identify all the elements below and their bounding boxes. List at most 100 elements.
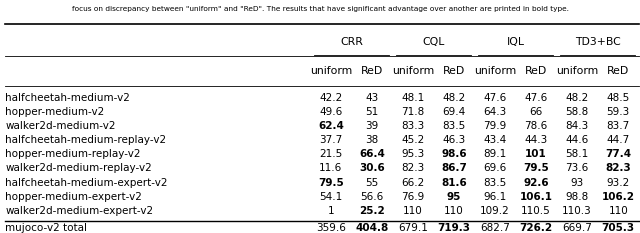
Text: CQL: CQL bbox=[422, 37, 445, 47]
Text: 54.1: 54.1 bbox=[319, 192, 342, 202]
Text: CRR: CRR bbox=[340, 37, 363, 47]
Text: halfcheetah-medium-v2: halfcheetah-medium-v2 bbox=[5, 93, 130, 103]
Text: 44.7: 44.7 bbox=[607, 135, 630, 145]
Text: uniform: uniform bbox=[556, 66, 598, 76]
Text: 58.8: 58.8 bbox=[566, 107, 589, 117]
Text: 84.3: 84.3 bbox=[566, 121, 589, 131]
Text: 110: 110 bbox=[609, 206, 628, 216]
Text: uniform: uniform bbox=[392, 66, 434, 76]
Text: 73.6: 73.6 bbox=[566, 164, 589, 174]
Text: ReD: ReD bbox=[525, 66, 547, 76]
Text: 66: 66 bbox=[529, 107, 543, 117]
Text: walker2d-medium-replay-v2: walker2d-medium-replay-v2 bbox=[5, 164, 152, 174]
Text: walker2d-medium-expert-v2: walker2d-medium-expert-v2 bbox=[5, 206, 153, 216]
Text: 1: 1 bbox=[328, 206, 334, 216]
Text: 404.8: 404.8 bbox=[355, 223, 388, 233]
Text: 106.1: 106.1 bbox=[520, 192, 552, 202]
Text: 47.6: 47.6 bbox=[483, 93, 507, 103]
Text: 86.7: 86.7 bbox=[441, 164, 467, 174]
Text: 726.2: 726.2 bbox=[520, 223, 553, 233]
Text: 43.4: 43.4 bbox=[483, 135, 507, 145]
Text: 110.3: 110.3 bbox=[563, 206, 592, 216]
Text: walker2d-medium-v2: walker2d-medium-v2 bbox=[5, 121, 116, 131]
Text: focus on discrepancy between "uniform" and "ReD". The results that have signific: focus on discrepancy between "uniform" a… bbox=[72, 6, 568, 12]
Text: 71.8: 71.8 bbox=[401, 107, 424, 117]
Text: 110: 110 bbox=[444, 206, 464, 216]
Text: 44.3: 44.3 bbox=[525, 135, 548, 145]
Text: uniform: uniform bbox=[474, 66, 516, 76]
Text: 66.2: 66.2 bbox=[401, 178, 424, 188]
Text: 58.1: 58.1 bbox=[566, 149, 589, 159]
Text: 79.9: 79.9 bbox=[483, 121, 507, 131]
Text: 76.9: 76.9 bbox=[401, 192, 424, 202]
Text: 66.4: 66.4 bbox=[359, 149, 385, 159]
Text: 64.3: 64.3 bbox=[483, 107, 507, 117]
Text: ReD: ReD bbox=[443, 66, 465, 76]
Text: 109.2: 109.2 bbox=[480, 206, 510, 216]
Text: 83.5: 83.5 bbox=[442, 121, 466, 131]
Text: 98.8: 98.8 bbox=[566, 192, 589, 202]
Text: 81.6: 81.6 bbox=[441, 178, 467, 188]
Text: 39: 39 bbox=[365, 121, 379, 131]
Text: 49.6: 49.6 bbox=[319, 107, 342, 117]
Text: 78.6: 78.6 bbox=[525, 121, 548, 131]
Text: 93: 93 bbox=[570, 178, 584, 188]
Text: 359.6: 359.6 bbox=[316, 223, 346, 233]
Text: 101: 101 bbox=[525, 149, 547, 159]
Text: 110: 110 bbox=[403, 206, 423, 216]
Text: 62.4: 62.4 bbox=[318, 121, 344, 131]
Text: 48.2: 48.2 bbox=[566, 93, 589, 103]
Text: IQL: IQL bbox=[507, 37, 525, 47]
Text: 96.1: 96.1 bbox=[483, 192, 507, 202]
Text: 48.2: 48.2 bbox=[442, 93, 466, 103]
Text: hopper-medium-replay-v2: hopper-medium-replay-v2 bbox=[5, 149, 141, 159]
Text: 25.2: 25.2 bbox=[359, 206, 385, 216]
Text: hopper-medium-expert-v2: hopper-medium-expert-v2 bbox=[5, 192, 142, 202]
Text: halfcheetah-medium-expert-v2: halfcheetah-medium-expert-v2 bbox=[5, 178, 168, 188]
Text: mujoco-v2 total: mujoco-v2 total bbox=[5, 223, 87, 233]
Text: 38: 38 bbox=[365, 135, 379, 145]
Text: 719.3: 719.3 bbox=[438, 223, 470, 233]
Text: 21.5: 21.5 bbox=[319, 149, 342, 159]
Text: 42.2: 42.2 bbox=[319, 93, 342, 103]
Text: TD3+BC: TD3+BC bbox=[575, 37, 621, 47]
Text: 69.4: 69.4 bbox=[442, 107, 466, 117]
Text: 48.1: 48.1 bbox=[401, 93, 424, 103]
Text: 51: 51 bbox=[365, 107, 379, 117]
Text: ReD: ReD bbox=[607, 66, 629, 76]
Text: 37.7: 37.7 bbox=[319, 135, 342, 145]
Text: 705.3: 705.3 bbox=[602, 223, 635, 233]
Text: 79.5: 79.5 bbox=[524, 164, 549, 174]
Text: 110.5: 110.5 bbox=[521, 206, 551, 216]
Text: 69.6: 69.6 bbox=[483, 164, 507, 174]
Text: 55: 55 bbox=[365, 178, 379, 188]
Text: 44.6: 44.6 bbox=[566, 135, 589, 145]
Text: hopper-medium-v2: hopper-medium-v2 bbox=[5, 107, 104, 117]
Text: 11.6: 11.6 bbox=[319, 164, 342, 174]
Text: 95.3: 95.3 bbox=[401, 149, 424, 159]
Text: 93.2: 93.2 bbox=[607, 178, 630, 188]
Text: 682.7: 682.7 bbox=[480, 223, 510, 233]
Text: 95: 95 bbox=[447, 192, 461, 202]
Text: ReD: ReD bbox=[361, 66, 383, 76]
Text: 82.3: 82.3 bbox=[401, 164, 424, 174]
Text: 48.5: 48.5 bbox=[607, 93, 630, 103]
Text: halfcheetah-medium-replay-v2: halfcheetah-medium-replay-v2 bbox=[5, 135, 166, 145]
Text: 43: 43 bbox=[365, 93, 379, 103]
Text: 46.3: 46.3 bbox=[442, 135, 466, 145]
Text: 98.6: 98.6 bbox=[441, 149, 467, 159]
Text: 59.3: 59.3 bbox=[607, 107, 630, 117]
Text: 669.7: 669.7 bbox=[562, 223, 592, 233]
Text: 30.6: 30.6 bbox=[359, 164, 385, 174]
Text: 82.3: 82.3 bbox=[605, 164, 631, 174]
Text: 83.3: 83.3 bbox=[401, 121, 424, 131]
Text: 77.4: 77.4 bbox=[605, 149, 631, 159]
Text: 106.2: 106.2 bbox=[602, 192, 635, 202]
Text: 79.5: 79.5 bbox=[318, 178, 344, 188]
Text: 89.1: 89.1 bbox=[483, 149, 507, 159]
Text: 45.2: 45.2 bbox=[401, 135, 424, 145]
Text: 83.5: 83.5 bbox=[483, 178, 507, 188]
Text: 56.6: 56.6 bbox=[360, 192, 383, 202]
Text: 92.6: 92.6 bbox=[524, 178, 549, 188]
Text: 679.1: 679.1 bbox=[398, 223, 428, 233]
